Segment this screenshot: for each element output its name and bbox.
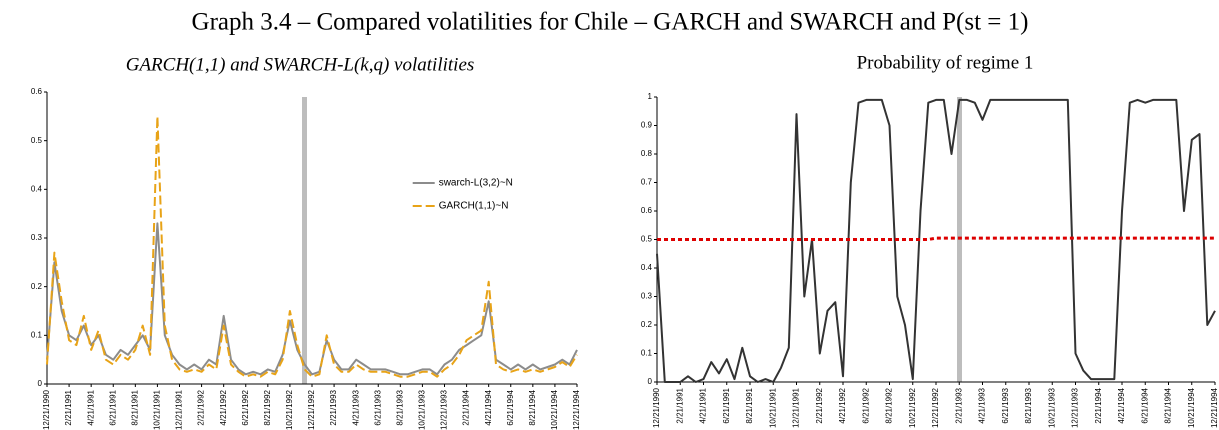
x-tick-label: 12/21/1990 <box>42 389 51 430</box>
x-tick-label: 8/21/1991 <box>745 387 754 423</box>
legend-label: swarch-L(3,2)~N <box>439 178 513 189</box>
x-tick-label: 10/21/1993 <box>418 389 427 430</box>
y-tick-label: 0.3 <box>31 233 43 242</box>
x-tick-label: 2/21/1991 <box>64 389 73 425</box>
y-tick-label: 0.4 <box>641 263 653 272</box>
x-tick-label: 8/21/1994 <box>528 389 537 425</box>
y-tick-label: 1 <box>648 92 653 101</box>
legend-label: GARCH(1,1)~N <box>439 201 509 212</box>
x-tick-label: 10/21/1994 <box>550 389 559 430</box>
y-tick-label: 0.6 <box>641 206 653 215</box>
x-tick-label: 12/21/1992 <box>307 389 316 430</box>
x-tick-label: 6/21/1992 <box>241 389 250 425</box>
x-tick-label: 2/21/1994 <box>462 389 471 425</box>
x-tick-label: 2/21/1992 <box>197 389 206 425</box>
period-marker <box>302 97 307 384</box>
x-tick-label: 12/21/1993 <box>440 389 449 430</box>
x-tick-label: 6/21/1993 <box>1001 387 1010 423</box>
x-tick-label: 12/21/1990 <box>652 387 661 428</box>
x-tick-label: 6/21/1993 <box>373 389 382 425</box>
x-tick-label: 4/21/1993 <box>978 387 987 423</box>
x-tick-label: 4/21/1993 <box>351 389 360 425</box>
y-tick-label: 0.4 <box>31 184 43 193</box>
x-tick-label: 10/21/1991 <box>768 387 777 428</box>
x-tick-label: 10/21/1992 <box>908 387 917 428</box>
x-tick-label: 8/21/1992 <box>885 387 894 423</box>
x-tick-label: 2/21/1992 <box>815 387 824 423</box>
y-tick-label: 0 <box>38 379 43 388</box>
y-tick-label: 0 <box>648 377 653 386</box>
x-tick-label: 12/21/1991 <box>792 387 801 428</box>
x-tick-label: 4/21/1991 <box>86 389 95 425</box>
x-tick-label: 12/21/1992 <box>931 387 940 428</box>
x-tick-label: 4/21/1992 <box>838 387 847 423</box>
x-tick-label: 4/21/1992 <box>219 389 228 425</box>
x-tick-label: 6/21/1994 <box>506 389 515 425</box>
y-tick-label: 0.7 <box>641 178 653 187</box>
series-line <box>657 236 1215 241</box>
y-tick-label: 0.9 <box>641 121 653 130</box>
chart-subtitle: Probability of regime 1 <box>857 52 1034 73</box>
y-tick-label: 0.3 <box>641 292 653 301</box>
x-tick-label: 6/21/1994 <box>1140 387 1149 423</box>
y-tick-label: 0.8 <box>641 149 653 158</box>
x-tick-label: 10/21/1993 <box>1047 387 1056 428</box>
x-tick-label: 10/21/1994 <box>1187 387 1196 428</box>
y-tick-label: 0.5 <box>31 136 43 145</box>
x-tick-label: 2/21/1993 <box>329 389 338 425</box>
x-tick-label: 2/21/1994 <box>1094 387 1103 423</box>
x-tick-label: 12/21/1994 <box>1210 387 1219 428</box>
x-tick-label: 4/21/1994 <box>484 389 493 425</box>
series-line <box>46 115 578 378</box>
x-tick-label: 12/21/1991 <box>175 389 184 430</box>
x-tick-label: 10/21/1991 <box>153 389 162 430</box>
x-tick-label: 12/21/1994 <box>572 389 581 430</box>
x-tick-label: 6/21/1991 <box>108 389 117 425</box>
y-tick-label: 0.1 <box>641 349 653 358</box>
x-tick-label: 4/21/1991 <box>699 387 708 423</box>
chart-subtitle: GARCH(1,1) and SWARCH-L(k,q) volatilitie… <box>126 54 475 75</box>
x-tick-label: 8/21/1992 <box>263 389 272 425</box>
x-tick-label: 2/21/1991 <box>675 387 684 423</box>
y-tick-label: 0.2 <box>641 320 653 329</box>
x-tick-label: 6/21/1991 <box>722 387 731 423</box>
x-tick-label: 8/21/1991 <box>130 389 139 425</box>
y-tick-label: 0.5 <box>641 235 653 244</box>
x-tick-label: 2/21/1993 <box>954 387 963 423</box>
x-tick-label: 8/21/1993 <box>395 389 404 425</box>
y-tick-label: 0.6 <box>31 87 43 96</box>
x-tick-label: 8/21/1993 <box>1024 387 1033 423</box>
x-tick-label: 12/21/1993 <box>1071 387 1080 428</box>
x-tick-label: 6/21/1992 <box>861 387 870 423</box>
x-tick-label: 8/21/1994 <box>1164 387 1173 423</box>
figure-title: Graph 3.4 – Compared volatilities for Ch… <box>192 9 1029 36</box>
y-tick-label: 0.1 <box>31 330 43 339</box>
x-tick-label: 10/21/1992 <box>285 389 294 430</box>
series-line <box>46 222 578 376</box>
series-line <box>656 98 1216 383</box>
x-tick-label: 4/21/1994 <box>1117 387 1126 423</box>
y-tick-label: 0.2 <box>31 282 43 291</box>
